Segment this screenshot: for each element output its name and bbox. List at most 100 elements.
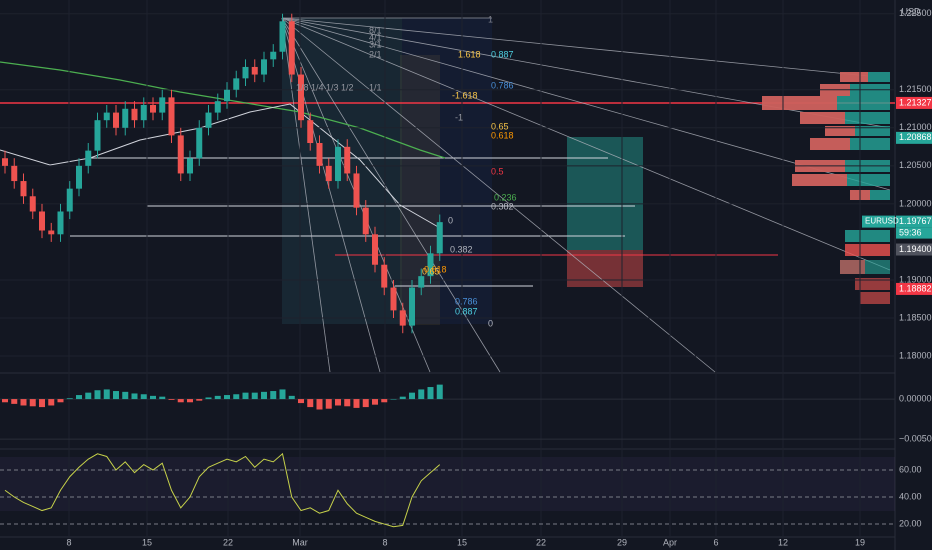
candle-body [288, 21, 295, 75]
y-tick-label: 1.20500 [899, 160, 932, 170]
y-tick-label: 1.22500 [899, 8, 932, 18]
macd-bar [131, 393, 138, 400]
price-label-box [896, 96, 932, 109]
candle-body [48, 230, 55, 235]
x-tick-label: 8 [382, 537, 387, 547]
macd-bar [335, 399, 341, 406]
macd-bar [159, 396, 166, 400]
macd-bar [344, 399, 351, 407]
candle-body [344, 146, 351, 174]
candle-body [307, 120, 314, 144]
fib-label: 1 [488, 14, 493, 24]
macd-bar [140, 394, 147, 400]
macd-bar [94, 390, 101, 400]
fib-label: 1/8 1/4 1/3 1/2 [296, 82, 354, 92]
candle-body [177, 135, 184, 174]
candle-body [85, 150, 92, 166]
macd-bar [418, 389, 425, 400]
macd-tick-label: 0.00000 [899, 393, 932, 403]
macd-bar [214, 395, 221, 400]
macd-bar [20, 399, 27, 406]
price-label: 1.18882 [899, 283, 932, 293]
currency-label: USD [901, 6, 921, 16]
candle-body [270, 51, 277, 60]
moving-average [0, 61, 446, 159]
candle-body [224, 89, 230, 102]
candle-body [233, 78, 240, 90]
fib-label: -1 [455, 112, 463, 122]
fib-label: 0.65 [422, 266, 440, 276]
symbol-label: EURUSD [865, 217, 899, 226]
macd-bar [11, 399, 18, 404]
countdown-box [896, 227, 932, 239]
macd-bar [39, 399, 45, 408]
fib-label: 0.618 [491, 130, 514, 140]
candle-body [409, 287, 415, 326]
candle-body [159, 97, 166, 113]
x-tick-label: 6 [713, 537, 718, 547]
fib-label: 0.382 [450, 244, 473, 254]
moving-average [0, 103, 441, 229]
price-label: 1.20868 [899, 132, 932, 142]
candle-body [39, 211, 45, 231]
fib-label: 3/1 [369, 39, 382, 49]
price-label: 1.21327 [899, 97, 932, 107]
macd-bar [325, 399, 332, 409]
macd-bar [29, 399, 36, 407]
candle-body [390, 287, 397, 311]
rsi-band [0, 457, 895, 511]
macd-bar [113, 391, 119, 400]
macd-bar [103, 389, 110, 400]
macd-bar [196, 399, 203, 401]
macd-bar [372, 399, 378, 405]
candle-body [168, 97, 175, 136]
candle-body [2, 158, 8, 166]
x-tick-label: Apr [663, 537, 677, 547]
candle-body [76, 165, 82, 189]
fib-label: -1.618 [452, 90, 478, 100]
macd-bar [66, 398, 73, 400]
macd-bar [168, 399, 175, 400]
macd-bar [288, 395, 295, 400]
x-tick-label: Mar [292, 537, 308, 547]
price-label-box [896, 282, 932, 295]
candle-body [196, 127, 203, 159]
macd-bar [436, 384, 443, 400]
macd-bar [233, 394, 240, 400]
price-label: 1.19767 [899, 216, 932, 226]
target-zone [567, 137, 643, 250]
candle-body [298, 74, 304, 121]
candle-body [140, 104, 147, 121]
price-label-box [896, 215, 932, 228]
price-label: 1.19400 [899, 244, 932, 254]
macd-bar [205, 397, 212, 400]
stop-zone [567, 250, 643, 287]
fib-label: 0.382 [491, 201, 514, 211]
fib-label: 0.786 [455, 296, 478, 306]
macd-bar [224, 395, 230, 400]
candle-body [20, 181, 27, 197]
macd-bar [381, 399, 388, 403]
macd-bar [187, 399, 193, 403]
y-tick-label: 1.19000 [899, 274, 932, 284]
rsi-tick-label: 40.00 [899, 491, 922, 501]
candle-body [57, 211, 64, 235]
candle-body [242, 66, 249, 79]
candle-body [335, 146, 341, 182]
macd-bar [427, 387, 434, 400]
macd-bar [85, 392, 92, 400]
candle-body [279, 21, 286, 52]
candle-body [399, 310, 406, 326]
macd-bar [399, 396, 406, 400]
price-label-box [896, 243, 932, 256]
candle-body [372, 234, 378, 265]
y-tick-label: 1.21000 [899, 122, 932, 132]
macd-bar [362, 399, 369, 408]
candle-body [427, 253, 434, 277]
fib-label: 8/1 [369, 25, 382, 35]
rsi-line [4, 452, 441, 528]
candle-body [261, 59, 267, 75]
candle-body [29, 196, 36, 212]
price-label-box [896, 131, 932, 144]
